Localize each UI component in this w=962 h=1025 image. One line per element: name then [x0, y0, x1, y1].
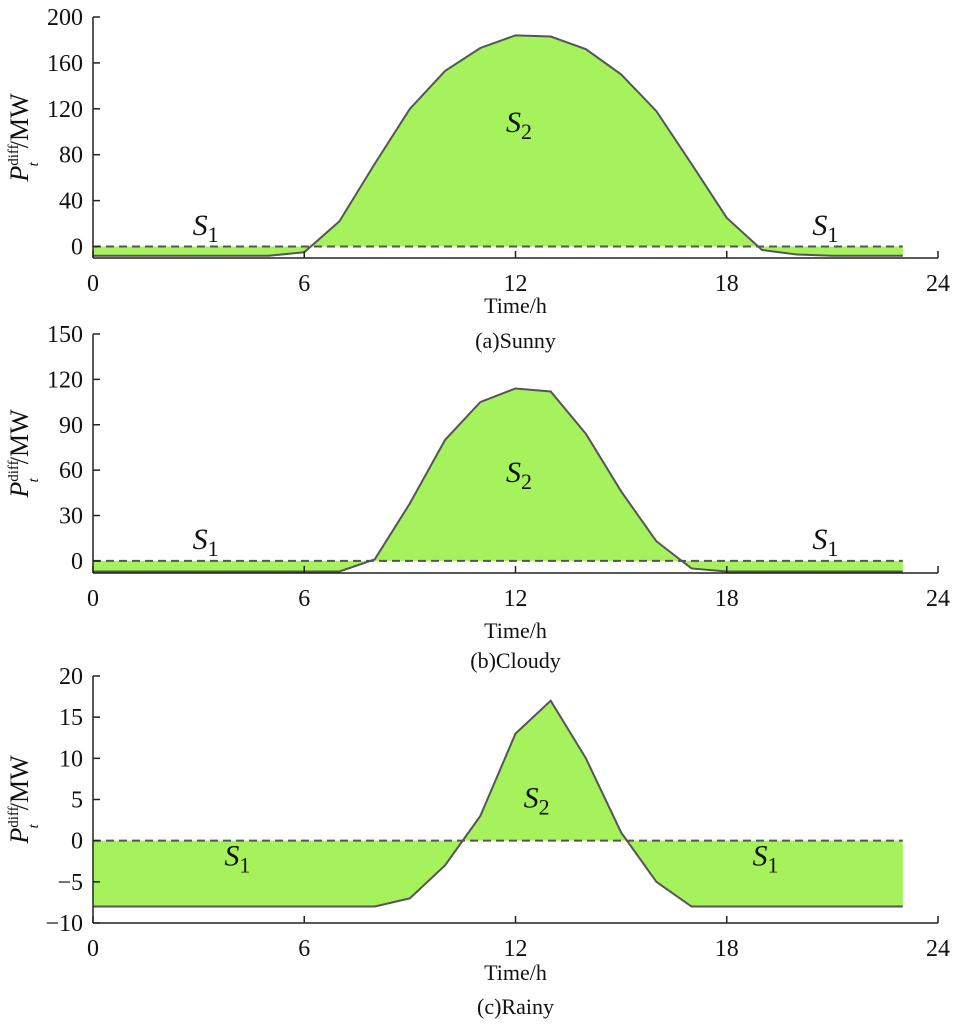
region-label: S2	[506, 456, 532, 494]
y-tick-label: 120	[47, 367, 83, 393]
y-tick-label: 90	[59, 413, 83, 439]
panel-caption: (c)Rainy	[477, 994, 554, 1019]
y-axis-label: Pdiff t/MW	[5, 409, 42, 499]
region-label-letter: S	[224, 839, 239, 872]
y-tick-label: 120	[47, 97, 83, 123]
x-tick-label: 24	[926, 271, 950, 297]
region-label: S2	[506, 106, 532, 144]
region-label-sub: 1	[827, 222, 838, 247]
y-label-unit: /MW	[5, 755, 34, 810]
region-label-letter: S	[193, 523, 208, 556]
y-tick-label: 160	[47, 51, 83, 77]
y-tick-label: 40	[59, 189, 83, 215]
x-axis-label: Time/h	[484, 618, 547, 643]
region-label: S1	[812, 523, 838, 561]
x-axis-label: Time/h	[484, 960, 547, 985]
x-tick-label: 12	[504, 936, 528, 962]
y-label-unit: /MW	[5, 409, 34, 464]
x-tick-label: 6	[298, 936, 310, 962]
y-label-sub: t	[26, 823, 42, 828]
y-tick-label: 60	[59, 458, 83, 484]
y-tick-label: 150	[47, 322, 83, 348]
x-tick-label: 0	[87, 586, 99, 612]
y-label-sub: t	[26, 161, 42, 166]
series-line	[93, 699, 903, 908]
region-label: S1	[752, 839, 778, 877]
y-tick-label: 15	[59, 705, 83, 731]
series-line	[93, 387, 903, 573]
area-fill	[93, 388, 903, 572]
region-label-sub: 2	[521, 469, 532, 494]
y-tick-label: 20	[59, 664, 83, 690]
y-tick-label: 0	[71, 235, 83, 261]
region-label-letter: S	[524, 782, 539, 815]
x-tick-label: 0	[87, 936, 99, 962]
chart-panel-2: 0 6 12 18 240306090120150Time/h(b)CloudyPdif…	[5, 322, 950, 673]
y-tick-label: 0	[71, 549, 83, 575]
y-tick-label: 80	[59, 143, 83, 169]
y-tick-label: 5	[71, 788, 83, 814]
region-label-letter: S	[812, 209, 827, 242]
chart-panel-3: 0 6 12 18 24−10−505101520Time/h(c)RainyPdiff…	[5, 664, 950, 1019]
y-axis-label: Pdiff t/MW	[5, 755, 42, 845]
region-label-sub: 1	[208, 536, 219, 561]
y-label-sup: diff	[6, 806, 22, 827]
x-tick-label: 6	[298, 586, 310, 612]
chart-panel-1: 0 6 12 18 2404080120160200Time/h(a)SunnyPdif…	[5, 5, 950, 353]
region-label: S1	[193, 209, 219, 247]
y-axis-label: Pdiff t/MW	[5, 93, 42, 183]
x-tick-label: 12	[504, 271, 528, 297]
x-tick-label: 24	[926, 936, 950, 962]
y-tick-label: 10	[59, 746, 83, 772]
region-label-sub: 2	[521, 119, 532, 144]
region-label: S2	[524, 782, 550, 820]
region-label-letter: S	[752, 839, 767, 872]
area-fill	[93, 35, 903, 256]
y-label-sup: diff	[6, 144, 22, 165]
x-tick-label: 0	[87, 271, 99, 297]
region-label-letter: S	[812, 523, 827, 556]
x-tick-label: 6	[298, 271, 310, 297]
region-label-sub: 1	[208, 222, 219, 247]
region-label-letter: S	[506, 456, 521, 489]
region-label: S1	[812, 209, 838, 247]
region-label-letter: S	[193, 209, 208, 242]
y-tick-label: 30	[59, 504, 83, 530]
panel-caption: (b)Cloudy	[470, 648, 560, 673]
y-tick-label: 200	[47, 5, 83, 31]
y-tick-label: −10	[45, 911, 83, 937]
y-label-var: P	[5, 828, 34, 845]
region-label-sub: 1	[827, 536, 838, 561]
x-axis-label: Time/h	[484, 293, 547, 318]
region-label-sub: 1	[239, 852, 250, 877]
region-label-sub: 2	[539, 795, 550, 820]
region-label: S1	[193, 523, 219, 561]
y-tick-label: 0	[71, 829, 83, 855]
region-label-sub: 1	[767, 852, 778, 877]
area-fill	[93, 700, 903, 907]
x-tick-label: 24	[926, 586, 950, 612]
x-tick-label: 18	[715, 586, 739, 612]
y-tick-label: −5	[57, 870, 83, 896]
y-label-sup: diff	[6, 460, 22, 481]
x-tick-label: 12	[504, 586, 528, 612]
x-tick-label: 18	[715, 271, 739, 297]
series-line	[93, 34, 903, 257]
y-label-unit: /MW	[5, 93, 34, 148]
y-label-var: P	[5, 482, 34, 499]
y-label-sub: t	[26, 477, 42, 482]
region-label: S1	[224, 839, 250, 877]
y-label-var: P	[5, 166, 34, 183]
region-label-letter: S	[506, 106, 521, 139]
x-tick-label: 18	[715, 936, 739, 962]
panel-caption: (a)Sunny	[475, 328, 556, 353]
